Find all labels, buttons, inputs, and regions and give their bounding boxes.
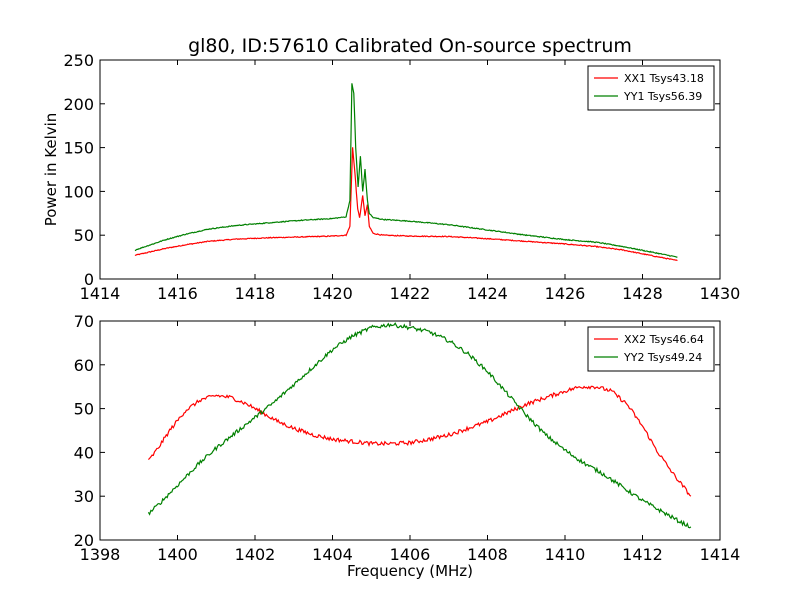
x-tick-label: 1408 — [467, 545, 508, 564]
y-tick-label: 0 — [84, 270, 94, 289]
y-tick-label: 200 — [63, 95, 94, 114]
x-tick-label: 1410 — [545, 545, 586, 564]
x-tick-label: 1424 — [467, 284, 508, 303]
series-line-2-1 — [147, 385, 692, 497]
series-line-2-2 — [147, 322, 692, 529]
series-line-1-2 — [134, 83, 678, 258]
chart-title: gl80, ID:57610 Calibrated On-source spec… — [188, 35, 632, 57]
legend-box — [587, 65, 715, 111]
legend-1: XX1 Tsys43.18 YY1 Tsys56.39 — [587, 65, 715, 111]
y-tick-label: 20 — [74, 531, 94, 550]
x-tick-label: 1422 — [390, 284, 431, 303]
y-tick-label: 50 — [74, 226, 94, 245]
y-tick-label: 100 — [63, 182, 94, 201]
x-tick-label: 1398 — [80, 545, 121, 564]
x-tick-label: 1400 — [157, 545, 198, 564]
y-tick-label: 70 — [74, 312, 94, 331]
x-tick-label: 1418 — [235, 284, 276, 303]
x-tick-label: 1412 — [622, 545, 663, 564]
x-tick-label: 1416 — [157, 284, 198, 303]
x-axis-title: Frequency (MHz) — [347, 562, 473, 580]
legend-label: YY2 Tsys49.24 — [623, 351, 702, 364]
legend-label: XX2 Tsys46.64 — [624, 333, 704, 346]
y-tick-label: 250 — [63, 51, 94, 70]
x-tick-label: 1426 — [545, 284, 586, 303]
legend-box — [587, 326, 715, 372]
x-tick-label: 1406 — [390, 545, 431, 564]
y-tick-label: 40 — [74, 443, 94, 462]
legend-label: XX1 Tsys43.18 — [624, 72, 704, 85]
series-line-1-1 — [134, 147, 678, 262]
x-tick-label: 1414 — [80, 284, 121, 303]
y-tick-label: 50 — [74, 400, 94, 419]
x-tick-label: 1430 — [700, 284, 741, 303]
x-tick-label: 1414 — [700, 545, 741, 564]
x-tick-label: 1420 — [312, 284, 353, 303]
y-tick-label: 150 — [63, 139, 94, 158]
chart-panel-2: 1398 1400 1402 1404 1406 1408 1410 1412 1414 20 30… — [74, 312, 741, 580]
y-tick-label: 30 — [74, 487, 94, 506]
legend-2: XX2 Tsys46.64 YY2 Tsys49.24 — [587, 326, 715, 372]
y-axis-title: Power in Kelvin — [42, 113, 60, 227]
legend-label: YY1 Tsys56.39 — [623, 90, 702, 103]
chart-panel-1: 1414 1416 1418 1420 1422 1424 1426 1428 1430 0 50 1… — [42, 35, 740, 303]
x-tick-label: 1428 — [622, 284, 663, 303]
x-tick-label: 1402 — [235, 545, 276, 564]
x-tick-label: 1404 — [312, 545, 353, 564]
y-tick-label: 60 — [74, 356, 94, 375]
